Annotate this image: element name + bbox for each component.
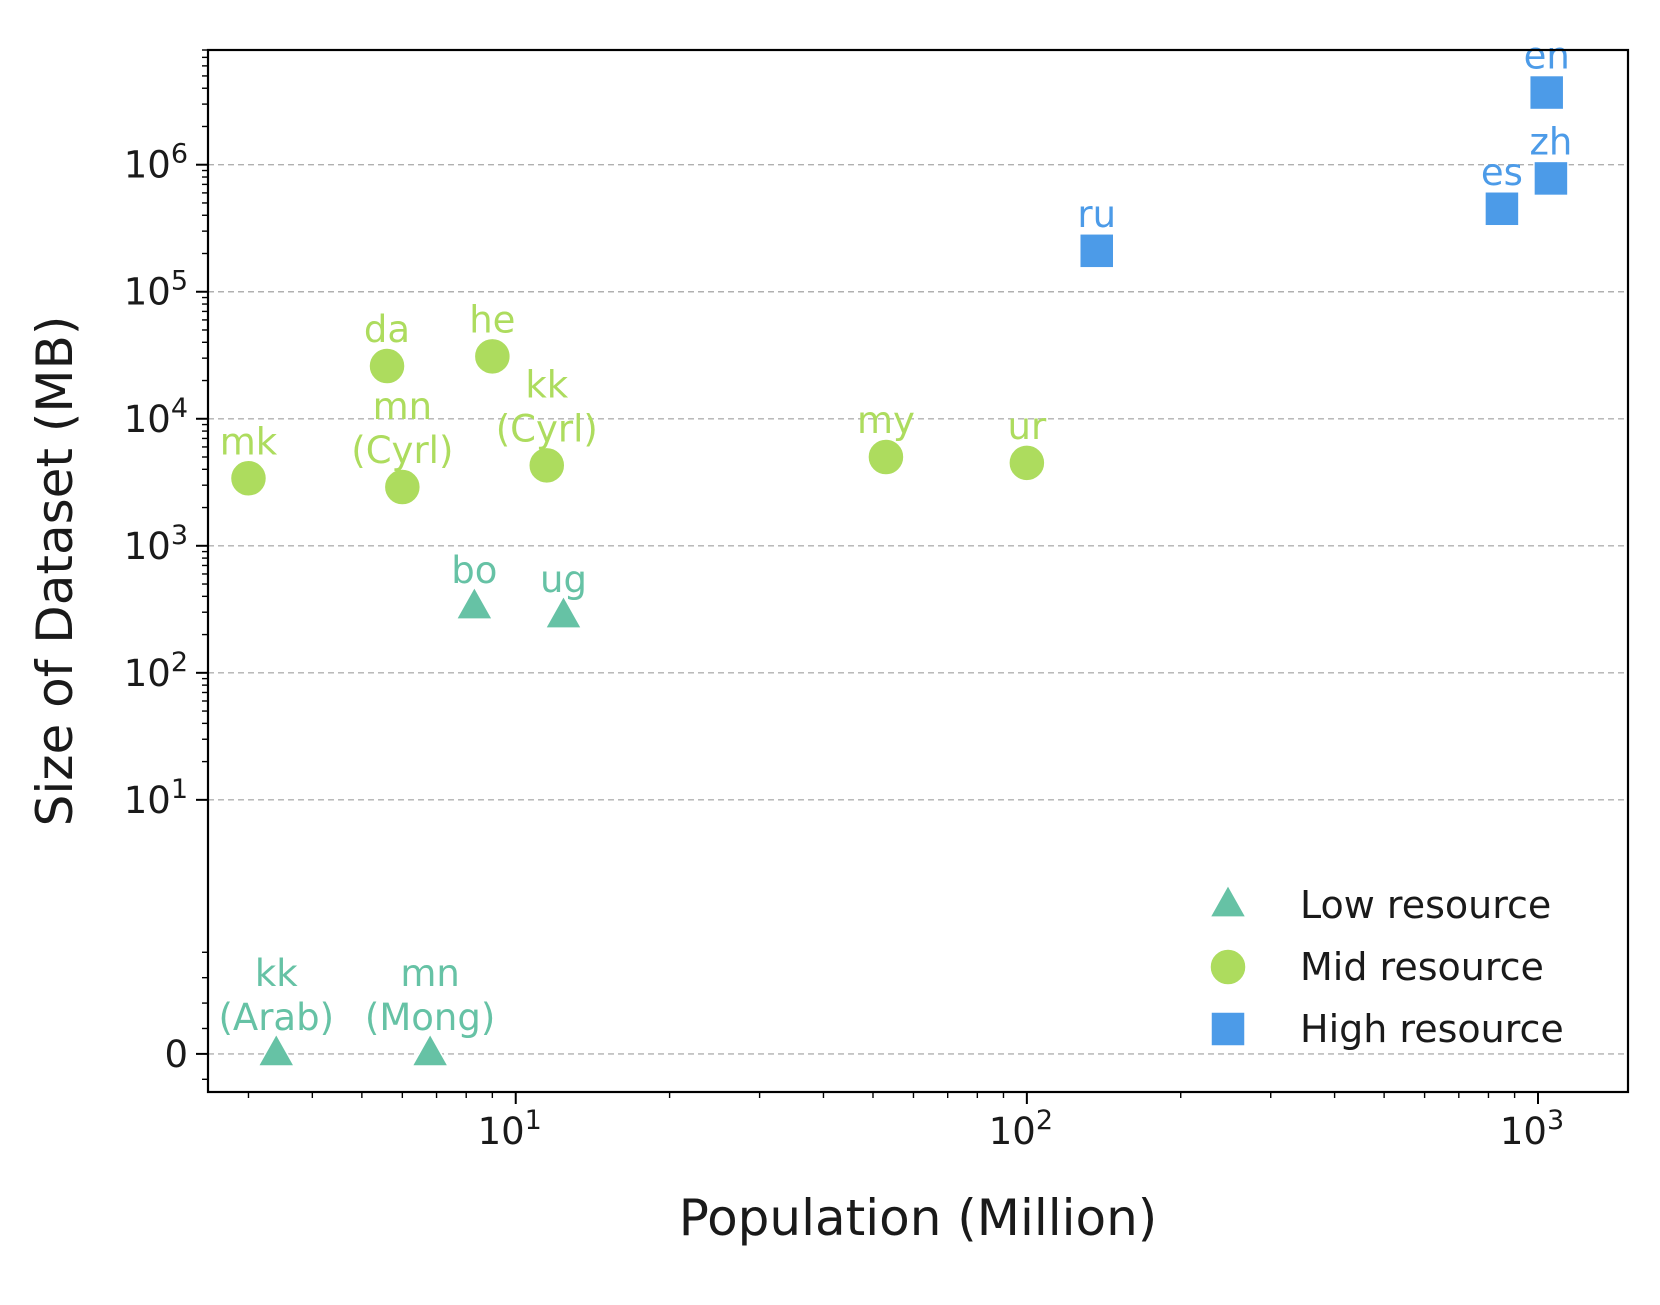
y-tick-label: 101	[124, 774, 188, 822]
y-tick-label: 105	[124, 266, 188, 314]
circle-marker-mn-Cyrl	[383, 468, 422, 506]
circle-marker-my	[867, 438, 905, 476]
x-tick-label: 103	[1500, 1105, 1564, 1153]
triangle-marker-bo	[455, 585, 494, 620]
point-label: my	[857, 399, 915, 442]
circle-marker-ur	[1008, 444, 1046, 482]
point-label: bo	[451, 549, 497, 592]
legend-item: Mid resource	[1209, 945, 1544, 989]
y-tick-label: 104	[124, 393, 188, 441]
point-label: zh	[1529, 120, 1572, 163]
legend-square-marker	[1210, 1011, 1246, 1047]
point-label: mk	[220, 420, 278, 463]
point-labels: kk (Arab) mn (Mong) bo ug mk da mn (Cyrl) he kk (Cyr…	[218, 35, 1572, 1039]
point-label: ur	[1008, 405, 1047, 448]
legend-label: Low resource	[1300, 883, 1551, 927]
minor-ticks	[202, 49, 1516, 1098]
point-label: kk (Arab)	[218, 952, 334, 1039]
axis-ticks: 0 101 102 103 104 105 106 101 102 103	[124, 139, 1564, 1153]
plot-frame	[206, 48, 1630, 1094]
circle-marker-mk	[229, 459, 268, 498]
square-marker-es	[1484, 191, 1520, 227]
triangle-marker-mn-Mong	[410, 1032, 450, 1067]
y-tick-label: 103	[124, 520, 188, 568]
point-label: es	[1481, 151, 1523, 194]
legend-label: High resource	[1300, 1007, 1564, 1051]
square-marker-ru	[1078, 233, 1115, 269]
legend-triangle-marker	[1208, 883, 1248, 918]
square-marker-en	[1528, 74, 1565, 111]
circle-marker-kk-Cyrl	[528, 446, 566, 485]
point-label: ug	[540, 558, 587, 601]
circle-marker-da	[368, 347, 406, 385]
data-points	[229, 74, 1569, 1067]
triangle-marker-ug	[544, 594, 583, 629]
grid-lines	[208, 164, 1628, 1055]
x-tick-label: 102	[989, 1105, 1053, 1153]
square-marker-zh	[1533, 160, 1569, 197]
legend-item: Low resource	[1208, 883, 1551, 927]
point-label: en	[1524, 35, 1570, 78]
point-label: da	[364, 308, 410, 351]
x-tick-label: 101	[478, 1105, 542, 1153]
y-tick-label: 106	[124, 139, 188, 187]
point-label: kk (Cyrl)	[496, 363, 598, 450]
point-label: mn (Mong)	[365, 952, 495, 1039]
x-axis-label: Population (Million)	[679, 1189, 1158, 1247]
y-axis-label: Size of Dataset (MB)	[26, 316, 84, 827]
legend: Low resource Mid resource High resource	[1208, 883, 1564, 1051]
legend-label: Mid resource	[1300, 945, 1544, 989]
point-label: mn (Cyrl)	[351, 385, 453, 472]
legend-item: High resource	[1210, 1007, 1564, 1051]
point-label: ru	[1077, 193, 1116, 236]
circle-marker-he	[473, 337, 512, 376]
y-tick-label: 102	[124, 647, 188, 695]
legend-circle-marker	[1209, 948, 1247, 986]
triangle-marker-kk-Arab	[256, 1032, 296, 1067]
y-tick-label: 0	[164, 1033, 188, 1076]
point-label: he	[469, 298, 515, 341]
